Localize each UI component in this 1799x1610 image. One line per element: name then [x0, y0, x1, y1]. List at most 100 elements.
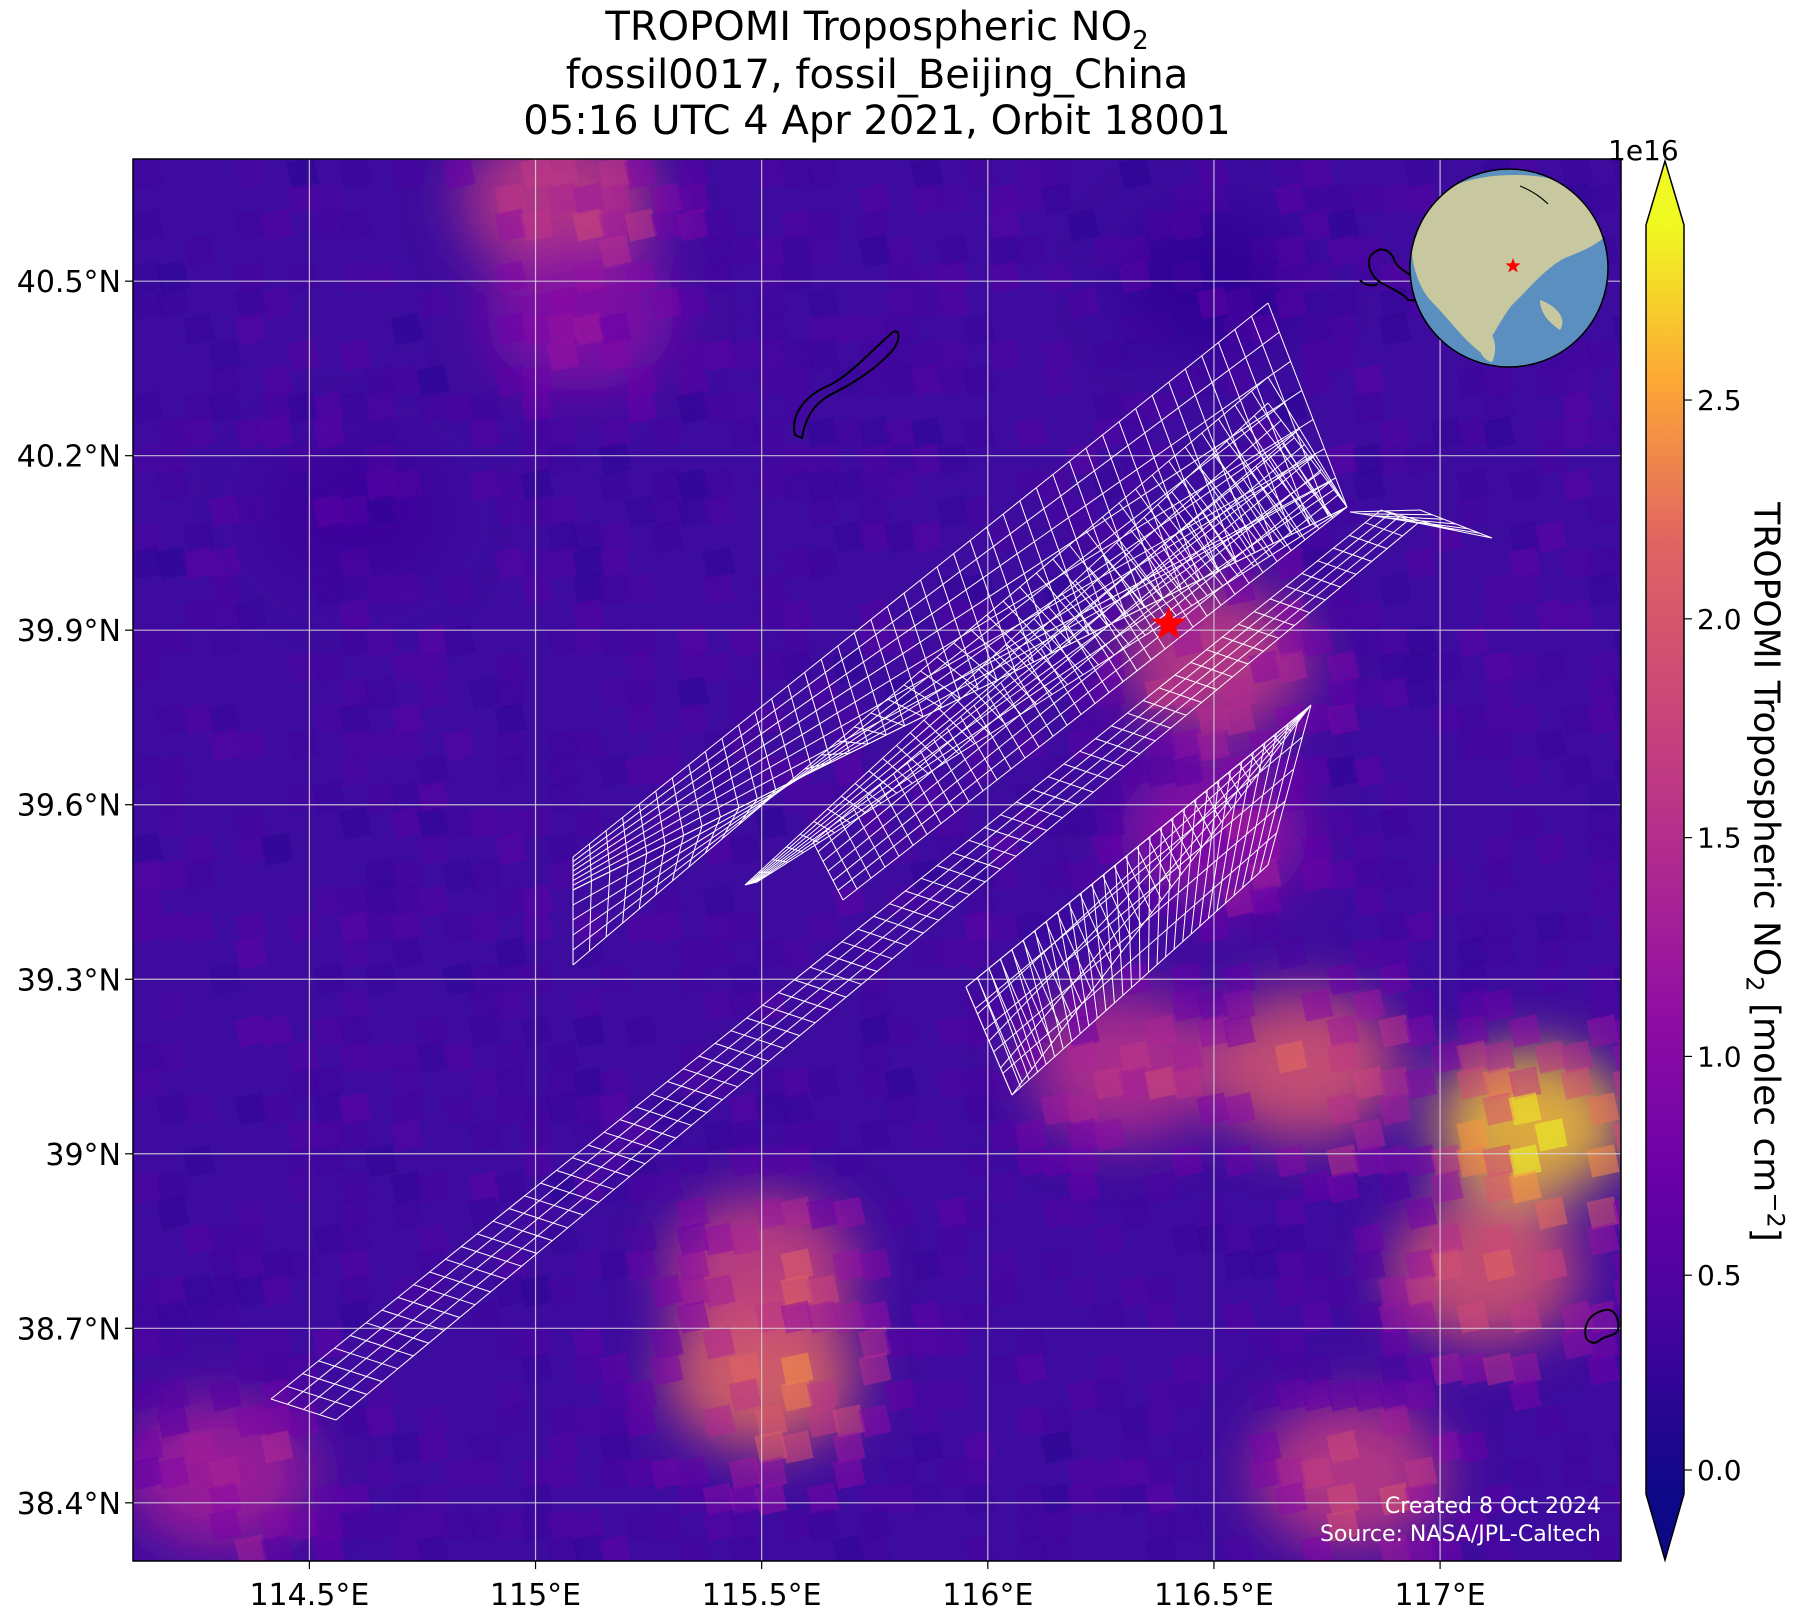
no2-pixel	[910, 364, 944, 398]
no2-pixel	[520, 416, 554, 450]
no2-pixel	[442, 910, 476, 944]
no2-pixel	[910, 442, 944, 476]
no2-pixel	[494, 988, 528, 1022]
no2-pixel	[962, 1144, 996, 1178]
no2-pixel	[1274, 1144, 1308, 1178]
no2-pixel	[494, 1404, 528, 1438]
no2-pixel	[598, 338, 632, 372]
no2-pixel	[754, 286, 788, 320]
no2-pixel	[624, 624, 658, 658]
no2-pixel	[234, 832, 268, 866]
no2-pixel	[1430, 1170, 1464, 1204]
no2-pixel	[1222, 364, 1256, 398]
no2-pixel	[780, 1508, 814, 1542]
no2-pixel	[1586, 676, 1620, 710]
no2-pixel	[936, 1248, 970, 1282]
colorbar-tick-label: 0.5	[1697, 1259, 1742, 1292]
colorbar-label-prefix: TROPOMI Tropospheric NO	[1745, 502, 1787, 977]
no2-pixel	[988, 208, 1022, 242]
no2-pixel	[156, 988, 190, 1022]
no2-pixel	[520, 208, 554, 242]
no2-pixel	[1508, 1092, 1542, 1126]
no2-pixel	[962, 1482, 996, 1516]
no2-pixel	[910, 1118, 944, 1152]
no2-pixel	[1144, 390, 1178, 424]
no2-pixel	[910, 286, 944, 320]
colorbar: 0.0 0.5 1.0 1.5 2.0 2.5	[1645, 158, 1742, 1563]
no2-pixel	[806, 338, 840, 372]
no2-pixel	[1612, 1508, 1621, 1542]
footprint-grid	[1349, 509, 1493, 539]
no2-pixel	[1014, 1534, 1048, 1561]
no2-pixel	[1560, 468, 1594, 502]
no2-pixel	[676, 1248, 710, 1282]
title-line-2: fossil0017, fossil_Beijing_China	[565, 52, 1189, 98]
y-tick-label: 39°N	[45, 1138, 121, 1173]
no2-pixel	[416, 780, 450, 814]
no2-pixel	[1170, 1144, 1204, 1178]
no2-pixel	[234, 208, 268, 242]
no2-pixel	[494, 754, 528, 788]
no2-pixel	[858, 338, 892, 372]
no2-pixel	[442, 1508, 476, 1542]
no2-pixel	[858, 468, 892, 502]
no2-pixel	[260, 416, 294, 450]
no2-pixel	[1508, 754, 1542, 788]
no2-pixel	[182, 1274, 216, 1308]
no2-pixel	[390, 312, 424, 346]
no2-pixel	[286, 1248, 320, 1282]
no2-pixel	[208, 1274, 242, 1308]
no2-pixel	[598, 754, 632, 788]
no2-pixel	[1534, 520, 1568, 554]
no2-pixel	[442, 1456, 476, 1490]
no2-pixel	[1326, 1274, 1360, 1308]
no2-pixel	[1196, 988, 1230, 1022]
no2-pixel	[390, 728, 424, 762]
no2-pixel	[1378, 1404, 1412, 1438]
no2-pixel	[416, 390, 450, 424]
no2-pixel	[1482, 1352, 1516, 1386]
no2-pixel	[858, 208, 892, 242]
no2-pixel	[1092, 1378, 1126, 1412]
no2-pixel	[1196, 1222, 1230, 1256]
no2-pixel	[260, 832, 294, 866]
no2-pixel	[806, 442, 840, 476]
no2-pixel	[338, 1040, 372, 1074]
no2-pixel	[416, 676, 450, 710]
target-star-marker	[1151, 606, 1186, 639]
no2-pixel	[494, 1326, 528, 1360]
no2-pixel	[624, 390, 658, 424]
no2-pixel	[1586, 572, 1620, 606]
no2-pixel	[1040, 338, 1074, 372]
no2-pixel	[1378, 1352, 1412, 1386]
no2-pixel	[936, 182, 970, 216]
no2-pixel	[1482, 650, 1516, 684]
no2-pixel	[1170, 1378, 1204, 1412]
no2-pixel	[546, 442, 580, 476]
no2-pixel	[910, 182, 944, 216]
no2-pixel	[286, 1066, 320, 1100]
no2-pixel	[133, 260, 164, 294]
no2-pixel	[728, 1352, 762, 1386]
no2-pixel	[728, 1092, 762, 1126]
no2-pixel	[133, 159, 164, 190]
no2-pixel	[1586, 1144, 1620, 1178]
no2-pixel	[520, 1014, 554, 1048]
no2-pixel	[312, 1222, 346, 1256]
no2-pixel	[1612, 624, 1621, 658]
no2-pixel	[1014, 1326, 1048, 1360]
no2-pixel	[468, 1066, 502, 1100]
no2-pixel	[650, 494, 684, 528]
no2-pixel	[988, 1352, 1022, 1386]
no2-pixel	[624, 1508, 658, 1542]
no2-pixel	[1586, 546, 1620, 580]
no2-pixel	[416, 754, 450, 788]
no2-pixel	[208, 1482, 242, 1516]
no2-pixel	[728, 1508, 762, 1542]
no2-pixel	[1040, 182, 1074, 216]
no2-pixel	[1222, 1534, 1256, 1561]
no2-pixel	[572, 1352, 606, 1386]
no2-pixel	[1274, 1378, 1308, 1412]
no2-pixel	[858, 494, 892, 528]
x-tick-label: 117°E	[1394, 1578, 1485, 1610]
